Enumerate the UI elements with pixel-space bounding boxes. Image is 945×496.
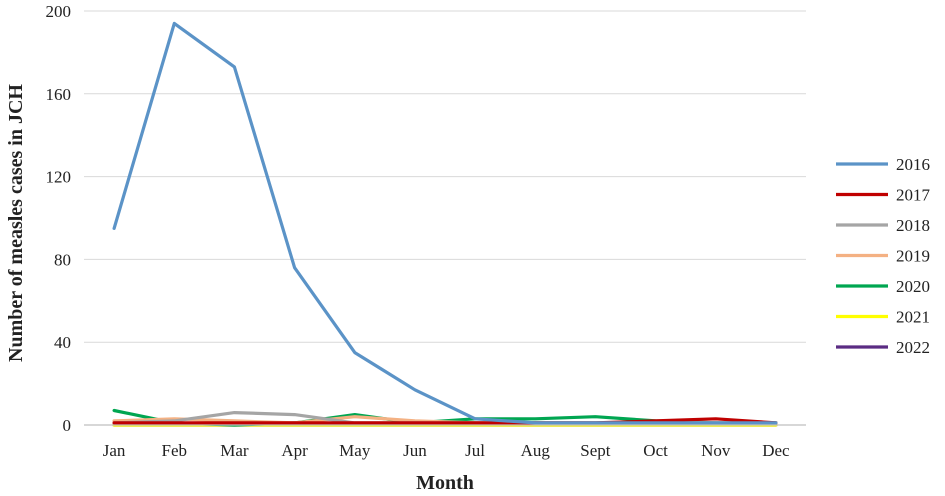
y-tick-labels: 0 40 80 120 160 200 <box>46 2 72 435</box>
y-tick-label: 120 <box>46 168 72 187</box>
y-tick-label: 40 <box>54 333 71 352</box>
x-tick-label: Feb <box>162 441 188 460</box>
x-tick-label: Apr <box>281 441 308 460</box>
series-lines <box>112 21 778 427</box>
x-tick-label: Aug <box>521 441 551 460</box>
series-line-2017 <box>112 417 778 425</box>
series-line-2016 <box>112 21 778 425</box>
x-tick-label: Mar <box>220 441 249 460</box>
x-tick-label: Dec <box>762 441 790 460</box>
y-tick-label: 200 <box>46 2 72 21</box>
gridlines <box>84 10 806 343</box>
legend-label-2020: 2020 <box>896 277 930 296</box>
x-tick-label: Jun <box>403 441 427 460</box>
x-tick-label: Oct <box>643 441 668 460</box>
legend: 2016 2017 2018 2019 2020 2021 2022 <box>836 155 931 357</box>
y-tick-label: 160 <box>46 85 72 104</box>
legend-label-2018: 2018 <box>896 216 930 235</box>
x-tick-label: Jul <box>465 441 485 460</box>
y-tick-label: 80 <box>54 250 71 269</box>
legend-label-2022: 2022 <box>896 338 930 357</box>
x-tick-label: Nov <box>701 441 731 460</box>
y-tick-label: 0 <box>63 416 72 435</box>
y-axis-title: Number of measles cases in JCH <box>5 84 27 362</box>
legend-label-2016: 2016 <box>896 155 930 174</box>
x-axis-title: Month <box>416 472 474 494</box>
legend-label-2017: 2017 <box>896 186 931 205</box>
legend-label-2019: 2019 <box>896 247 930 266</box>
x-tick-label: May <box>339 441 371 460</box>
x-tick-labels: Jan Feb Mar Apr May Jun Jul Aug Sept Oct Nov Dec <box>103 441 790 460</box>
legend-label-2021: 2021 <box>896 308 930 327</box>
x-tick-label: Jan <box>103 441 126 460</box>
x-tick-label: Sept <box>580 441 611 460</box>
